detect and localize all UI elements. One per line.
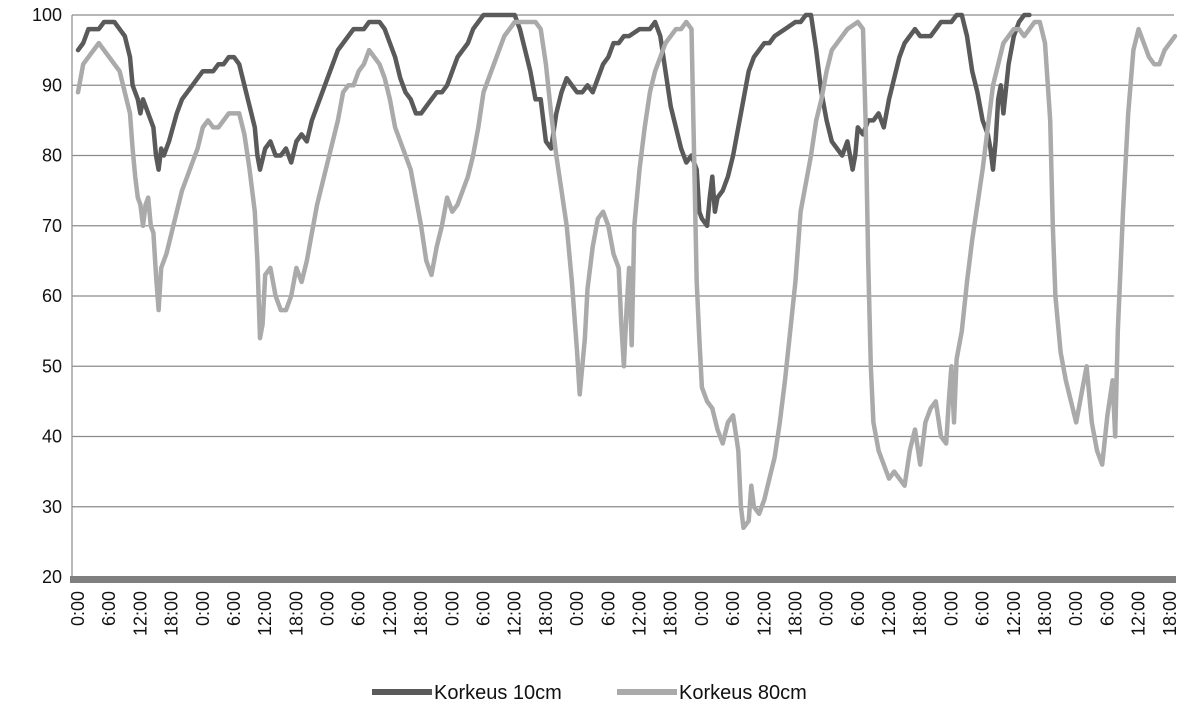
y-tick-label: 60: [42, 286, 62, 306]
y-tick-label: 30: [42, 497, 62, 517]
x-tick-label: 12:00: [505, 591, 525, 636]
x-axis-bar: [70, 576, 1176, 583]
x-tick-label: 0:00: [1066, 591, 1086, 626]
x-tick-label: 6:00: [973, 591, 993, 626]
legend-label-2: Korkeus 80cm: [679, 682, 807, 704]
x-tick-label: 18:00: [785, 591, 805, 636]
x-tick-label: 18:00: [536, 591, 556, 636]
x-tick-label: 18:00: [661, 591, 681, 636]
x-tick-label: 12:00: [879, 591, 899, 636]
y-axis-ticks: 20 30 40 50 60 70 80 90 100: [32, 5, 62, 587]
legend-label-1: Korkeus 10cm: [434, 682, 562, 704]
x-tick-label: 0:00: [442, 591, 462, 626]
y-tick-label: 80: [42, 146, 62, 166]
x-tick-label: 12:00: [1004, 591, 1024, 636]
gridlines: [71, 14, 1174, 577]
series-line-2: [75, 19, 1178, 531]
x-tick-label: 0:00: [68, 591, 88, 626]
x-tick-label: 12:00: [630, 591, 650, 636]
x-tick-label: 0:00: [567, 591, 587, 626]
x-tick-label: 6:00: [598, 591, 618, 626]
x-tick-label: 12:00: [754, 591, 774, 636]
x-tick-label: 0:00: [817, 591, 837, 626]
x-tick-label: 0:00: [941, 591, 961, 626]
x-tick-label: 0:00: [193, 591, 213, 626]
x-tick-label: 6:00: [474, 591, 494, 626]
x-tick-label: 6:00: [848, 591, 868, 626]
x-tick-label: 18:00: [411, 591, 431, 636]
x-tick-label: 6:00: [1097, 591, 1117, 626]
x-tick-label: 18:00: [1035, 591, 1055, 636]
x-tick-label: 0:00: [692, 591, 712, 626]
x-tick-label: 12:00: [255, 591, 275, 636]
series-line-1: [75, 12, 1032, 229]
x-axis-ticks: 0:00 6:00 12:00 18:00 0:00 6:00 12:00 18:00 0:00…: [68, 591, 1180, 636]
x-tick-label: 12:00: [380, 591, 400, 636]
legend: Korkeus 10cm Korkeus 80cm: [372, 682, 807, 704]
y-tick-label: 100: [32, 5, 62, 25]
x-tick-label: 18:00: [1160, 591, 1180, 636]
series-lines: [75, 12, 1178, 531]
x-tick-label: 6:00: [224, 591, 244, 626]
x-tick-label: 6:00: [723, 591, 743, 626]
y-tick-label: 90: [42, 75, 62, 95]
x-tick-label: 18:00: [162, 591, 182, 636]
y-tick-label: 70: [42, 216, 62, 236]
x-tick-label: 6:00: [99, 591, 119, 626]
x-tick-label: 18:00: [286, 591, 306, 636]
x-axis: [70, 576, 1176, 583]
x-tick-label: 0:00: [318, 591, 338, 626]
x-tick-label: 6:00: [349, 591, 369, 626]
y-tick-label: 40: [42, 427, 62, 447]
y-tick-label: 50: [42, 356, 62, 376]
x-tick-label: 18:00: [910, 591, 930, 636]
x-tick-label: 12:00: [130, 591, 150, 636]
y-tick-label: 20: [42, 567, 62, 587]
x-tick-label: 12:00: [1129, 591, 1149, 636]
